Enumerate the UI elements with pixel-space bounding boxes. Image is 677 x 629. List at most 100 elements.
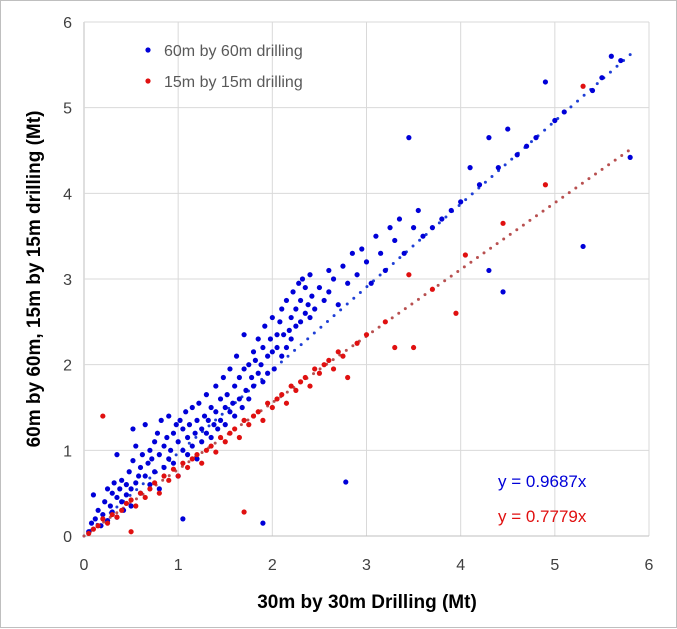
data-point (401, 250, 407, 256)
data-point (258, 362, 264, 368)
data-point (255, 370, 261, 376)
trendline-dot (457, 203, 461, 207)
trendline-dot (416, 297, 420, 301)
data-point (302, 374, 308, 381)
data-point (453, 310, 459, 316)
data-point (170, 460, 177, 466)
data-point (514, 152, 520, 158)
data-point (410, 344, 417, 351)
data-point (321, 362, 327, 368)
data-point (236, 374, 242, 381)
data-point (156, 452, 162, 458)
data-point (406, 272, 412, 278)
data-point (196, 400, 202, 406)
trendline-dot (469, 260, 473, 264)
trendline-dot (595, 82, 599, 86)
trendline-dot (371, 330, 375, 334)
data-point (180, 516, 186, 522)
data-point (119, 477, 125, 483)
x-tick-label: 3 (362, 557, 371, 574)
trendline-dot (620, 153, 624, 157)
data-point (246, 396, 252, 402)
data-point (476, 182, 483, 188)
data-point (340, 263, 346, 269)
data-point (183, 409, 189, 415)
trendline-dot (135, 488, 139, 492)
trendline-dot (502, 237, 506, 241)
data-point (100, 511, 106, 518)
trendline-dot (207, 424, 211, 428)
y-tick-label: 2 (63, 358, 72, 375)
data-point (255, 409, 261, 415)
data-point (260, 417, 266, 423)
data-point (274, 396, 280, 402)
trendline-dot (495, 242, 499, 246)
data-point (260, 520, 266, 526)
data-point (199, 439, 205, 445)
trend-equation-15m: y = 0.7779x (498, 507, 587, 526)
data-point (205, 417, 211, 423)
data-point (170, 466, 177, 472)
data-point (495, 165, 501, 171)
data-point (505, 126, 511, 132)
data-point (241, 366, 247, 372)
trendline-dot (351, 344, 355, 348)
data-point (232, 413, 238, 419)
data-point (194, 417, 200, 423)
data-point (448, 207, 454, 214)
trendline-dot (115, 505, 119, 509)
data-point (580, 243, 586, 250)
legend-label-60m: 60m by 60m drilling (164, 43, 303, 60)
trendline-dot (200, 450, 204, 454)
trendline-dot (521, 223, 525, 227)
data-point (194, 452, 200, 458)
trendline-dot (345, 302, 349, 306)
trendline-dot (128, 493, 132, 497)
data-point (382, 319, 388, 325)
data-point (217, 434, 224, 441)
data-point (392, 344, 398, 351)
trendline-dot (444, 215, 448, 219)
data-point (363, 259, 370, 265)
data-point (104, 486, 111, 492)
x-tick-label: 0 (80, 557, 89, 574)
data-point (86, 530, 92, 537)
data-point (175, 473, 181, 479)
data-point (262, 323, 268, 329)
trendline-dot (365, 285, 369, 289)
trendline-dot (587, 177, 591, 181)
data-point (486, 267, 492, 274)
data-point (156, 490, 162, 496)
trendline-dot (220, 412, 224, 416)
data-point (316, 370, 323, 376)
data-point (345, 374, 351, 381)
data-point (128, 486, 134, 492)
trendline-dot (580, 181, 584, 185)
data-point (114, 514, 120, 520)
legend-marker-60m (145, 47, 151, 53)
data-point (618, 57, 624, 64)
trendline-dot (534, 214, 538, 218)
data-point (307, 383, 313, 389)
data-point (297, 297, 304, 304)
data-point (246, 422, 252, 428)
trendline-dot (424, 232, 428, 236)
data-point (335, 302, 341, 308)
data-point (354, 272, 360, 278)
data-point (199, 460, 205, 466)
data-point (177, 417, 183, 423)
trendline-dot (600, 167, 604, 171)
trendline-dot (489, 246, 493, 250)
data-point (269, 404, 275, 411)
trendline-dot (115, 511, 119, 515)
data-point (312, 306, 318, 312)
data-point (420, 233, 426, 239)
data-point (250, 349, 257, 355)
data-point (180, 447, 186, 453)
trendline-dot (306, 337, 310, 341)
data-point (90, 492, 97, 498)
trendline-dot (561, 195, 565, 199)
tick-labels: 0 1 2 3 4 5 6 0 1 2 3 4 5 6 (63, 15, 653, 574)
data-point (215, 426, 221, 432)
